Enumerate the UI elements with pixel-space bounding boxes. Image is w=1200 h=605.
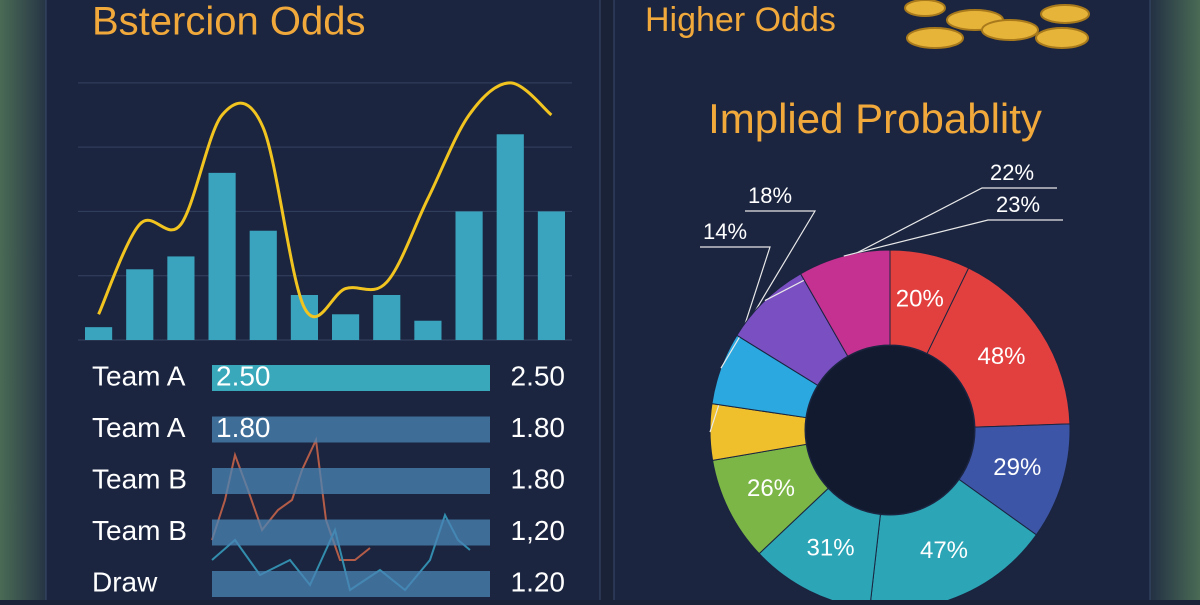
slice-label: 26% <box>747 475 795 502</box>
callout-label: 18% <box>748 183 792 208</box>
odds-value: 1.20 <box>511 566 566 597</box>
bar <box>84 327 113 340</box>
callout-label: 22% <box>990 160 1034 185</box>
coins <box>904 0 1090 49</box>
odds-value: 1.80 <box>511 412 566 443</box>
row-label: Team B <box>92 463 187 494</box>
chart-title: Implied Probablity <box>708 95 1042 142</box>
row-label: Team A <box>92 412 186 443</box>
donut-slice <box>869 478 1038 605</box>
slice-label: 31% <box>807 534 855 561</box>
inner-odds: 2.50 <box>216 360 271 391</box>
odds-bar <box>212 571 490 597</box>
line <box>97 81 553 319</box>
row-label: Team B <box>92 515 187 546</box>
slice-label: 48% <box>977 343 1025 370</box>
odds-value: 2.50 <box>511 360 566 391</box>
row-label: Team A <box>92 360 186 391</box>
leader-line <box>843 219 1063 257</box>
bar <box>331 314 360 340</box>
bar <box>373 295 401 340</box>
odds-bar <box>212 416 490 443</box>
bar <box>537 211 566 340</box>
odds-value: 1.80 <box>511 463 566 494</box>
inner-odds: 1.80 <box>216 412 271 443</box>
bar <box>455 211 483 340</box>
slice-label: 47% <box>920 537 968 564</box>
subheading: Higher Odds <box>645 1 836 39</box>
slice-label: 29% <box>993 454 1041 481</box>
bar <box>496 134 524 340</box>
bar <box>126 269 154 340</box>
bar <box>167 256 195 340</box>
odds-value: 1,20 <box>511 515 566 546</box>
callout-label: 23% <box>996 192 1040 217</box>
bar <box>208 172 236 340</box>
bar <box>249 230 277 340</box>
slice-label: 20% <box>896 286 944 313</box>
donut-hole <box>806 346 974 514</box>
donut-slice <box>926 267 1071 428</box>
odds-bar <box>212 365 490 391</box>
donut-slice <box>799 249 891 357</box>
bar <box>414 320 442 340</box>
odds-bar <box>212 519 490 546</box>
callout-label: 14% <box>703 219 747 244</box>
row-label: Draw <box>92 566 158 597</box>
chart-title: Bstercion Odds <box>92 0 365 44</box>
odds-bar <box>212 468 490 494</box>
